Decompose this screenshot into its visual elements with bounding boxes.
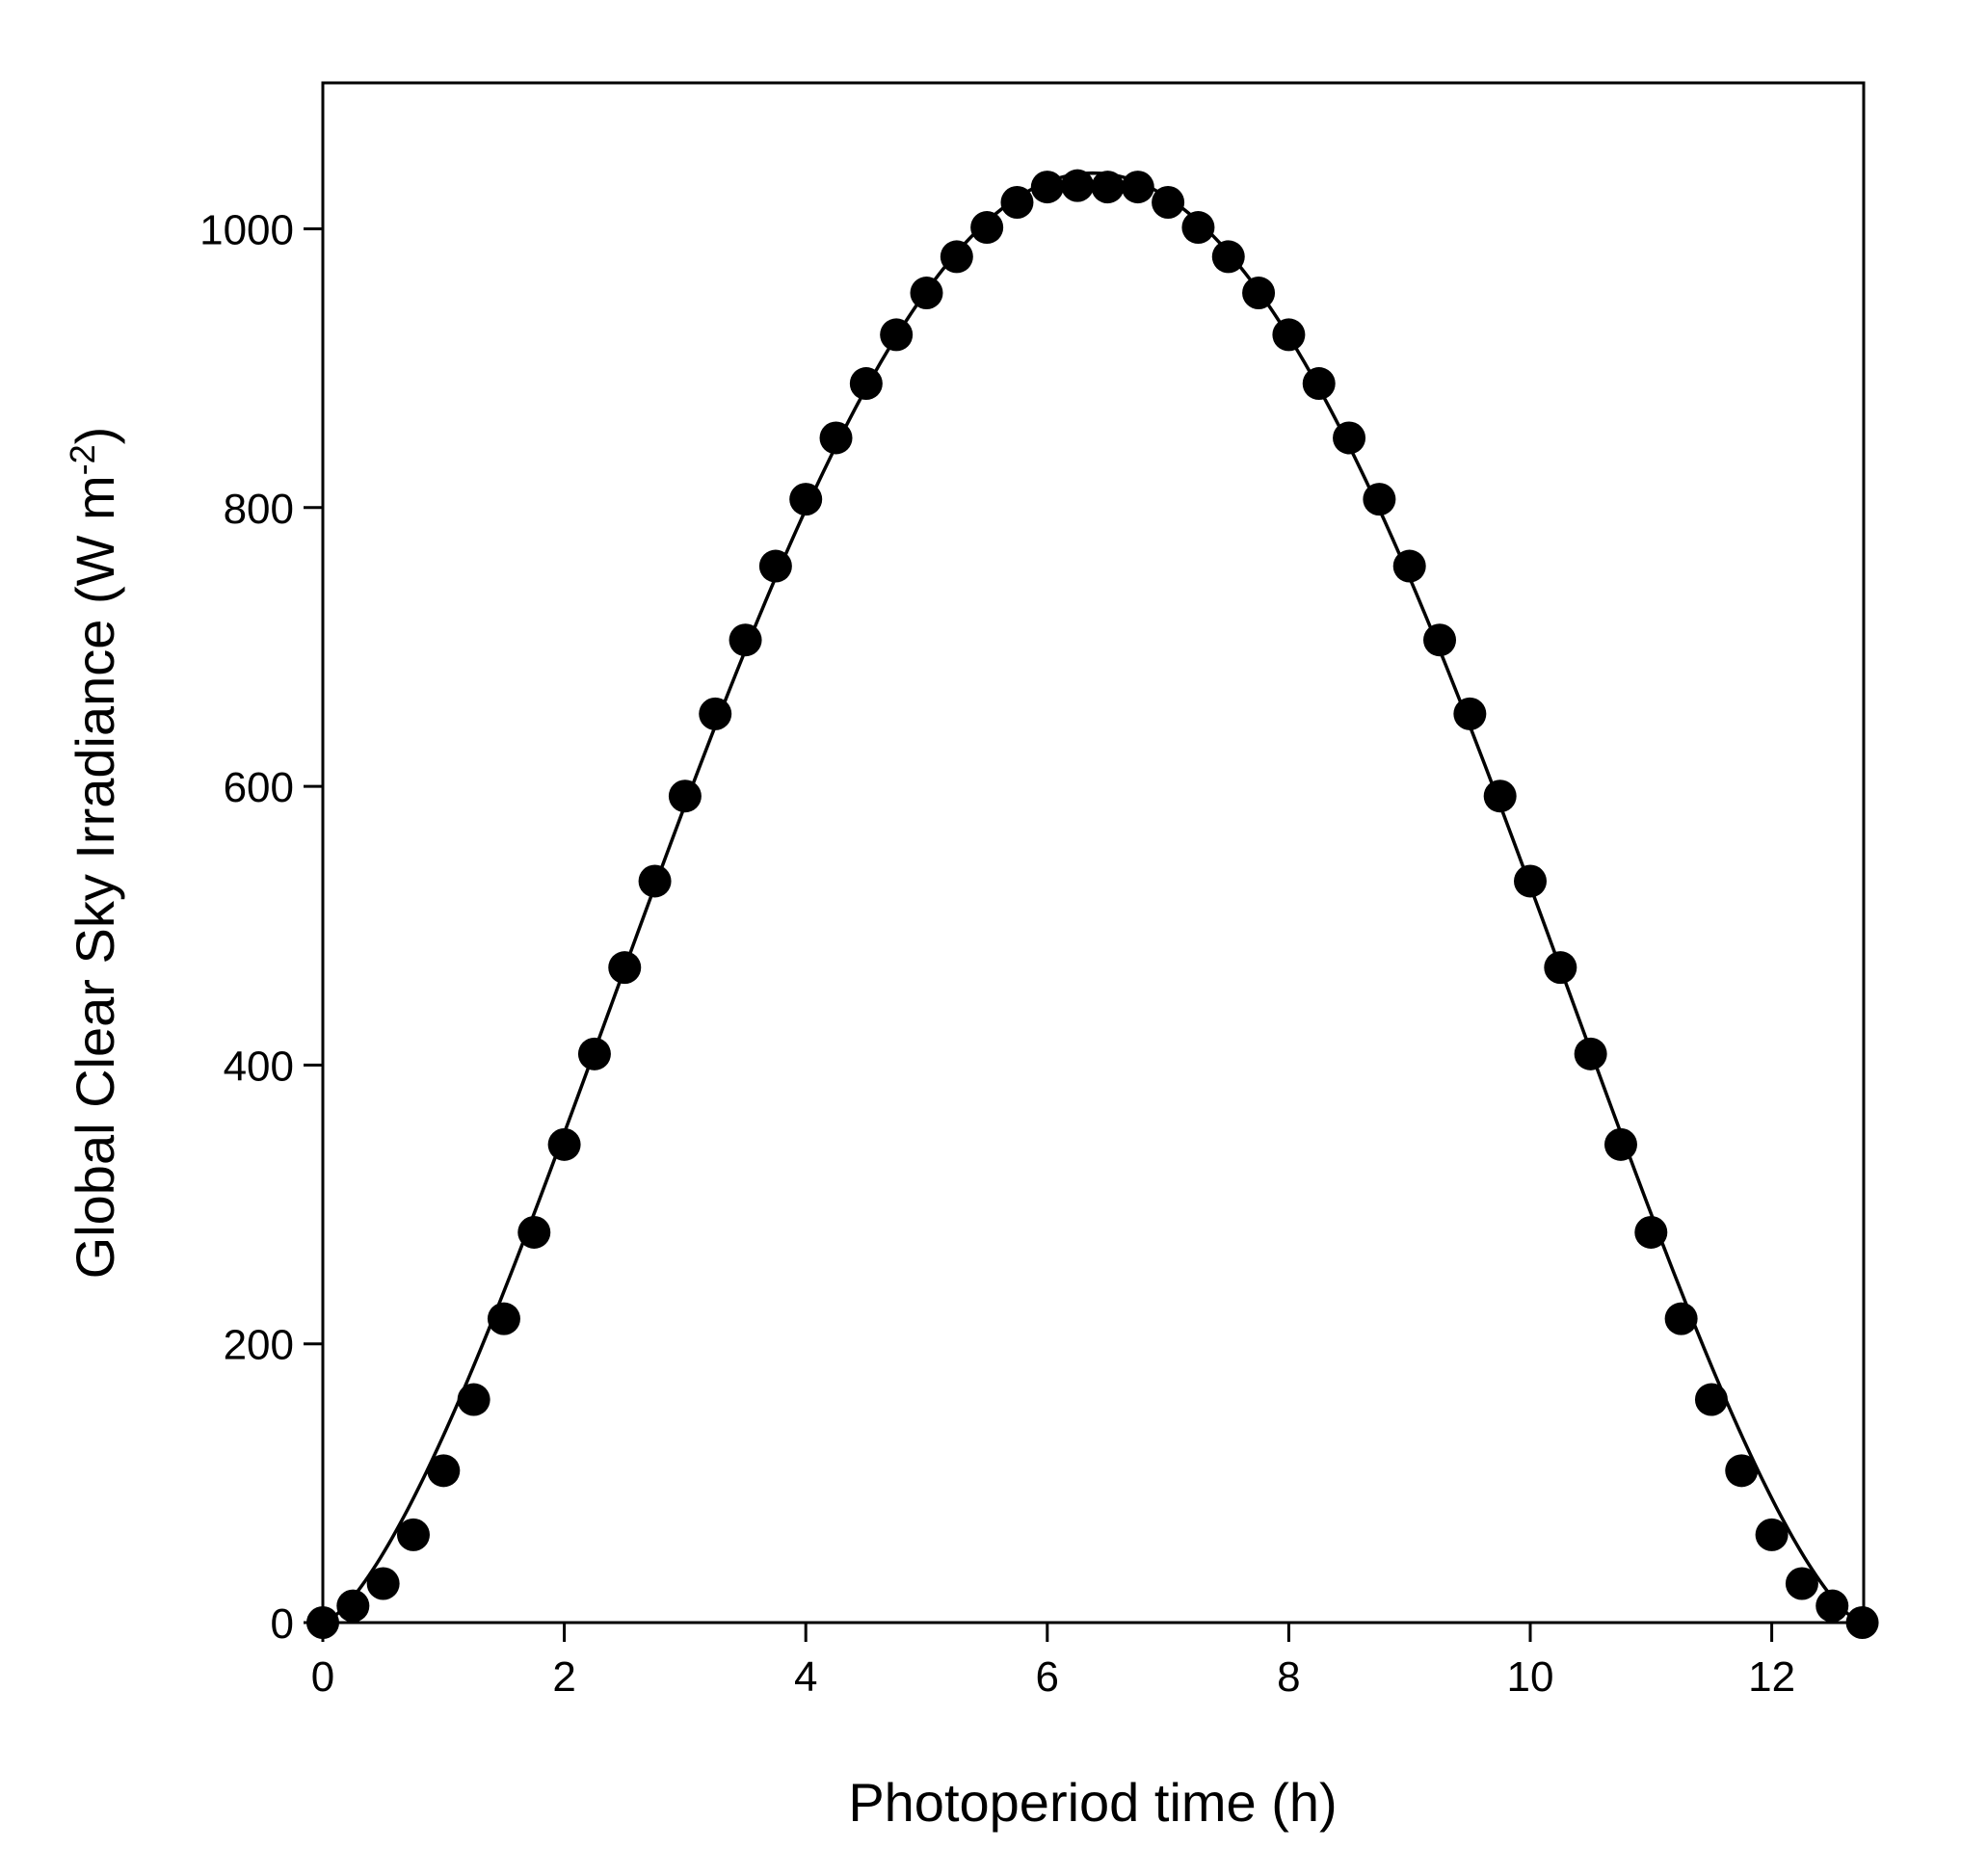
data-point (668, 779, 702, 813)
data-point (970, 211, 1004, 245)
data-point (1242, 277, 1276, 310)
data-point (1755, 1518, 1789, 1551)
x-axis-title: Photoperiod time (h) (848, 1772, 1337, 1833)
data-point (1030, 171, 1064, 204)
data-point (699, 697, 732, 730)
data-point (1423, 623, 1457, 657)
data-point (366, 1567, 400, 1600)
x-tick-label: 6 (1036, 1653, 1059, 1701)
data-point (758, 549, 792, 583)
data-point (1333, 421, 1366, 455)
data-point (1302, 367, 1336, 401)
x-axis-ticks: 0 2 4 6 8 10 12 (311, 1623, 1795, 1701)
x-tick-label: 8 (1277, 1653, 1300, 1701)
data-point (1061, 169, 1095, 202)
data-point (608, 951, 642, 985)
y-tick-label: 600 (224, 764, 294, 811)
fitted-curve (322, 171, 1864, 1625)
y-tick-label: 400 (224, 1043, 294, 1090)
data-point (1574, 1037, 1607, 1070)
y-axis-ticks: 0 200 400 600 800 1000 (199, 207, 323, 1648)
data-points (306, 169, 1879, 1639)
data-point (1152, 186, 1185, 220)
data-point (457, 1383, 490, 1416)
y-axis-title-close: ) (65, 427, 125, 445)
data-point (819, 421, 853, 455)
data-point (1694, 1383, 1728, 1416)
y-axis-title: Global Clear Sky Irradiance (W m-2) (63, 427, 125, 1280)
data-point (1181, 211, 1215, 245)
data-point (1121, 171, 1154, 204)
data-point (1664, 1302, 1698, 1335)
x-tick-label: 0 (311, 1653, 334, 1701)
data-point (1634, 1215, 1668, 1249)
data-point (1514, 864, 1547, 898)
data-point (1211, 240, 1245, 274)
data-point (789, 483, 823, 516)
data-point (306, 1606, 339, 1639)
plot-frame (321, 81, 1866, 1625)
x-tick-label: 10 (1507, 1653, 1554, 1701)
data-point (1845, 1606, 1879, 1639)
data-point (396, 1518, 430, 1551)
data-point (1815, 1589, 1849, 1623)
data-point (1091, 171, 1125, 204)
data-point (638, 864, 672, 898)
data-point (517, 1215, 551, 1249)
data-point (880, 318, 914, 352)
y-axis-title-main: Global Clear Sky Irradiance (W m (65, 475, 125, 1279)
data-point (1363, 483, 1396, 516)
data-point (336, 1589, 370, 1623)
data-point (1725, 1454, 1759, 1488)
data-point (1453, 697, 1487, 730)
data-point (1544, 951, 1577, 985)
y-axis-title-superscript: -2 (63, 444, 102, 475)
x-tick-label: 4 (794, 1653, 817, 1701)
data-point (1392, 549, 1426, 583)
data-point (427, 1454, 461, 1488)
x-tick-label: 2 (552, 1653, 575, 1701)
data-point (1483, 779, 1517, 813)
data-point (487, 1302, 520, 1335)
data-point (1000, 186, 1034, 220)
y-tick-label: 1000 (199, 207, 294, 254)
data-point (547, 1127, 581, 1161)
data-point (577, 1037, 611, 1070)
data-point (729, 623, 762, 657)
data-point (910, 277, 943, 310)
y-tick-label: 0 (271, 1600, 294, 1648)
x-tick-label: 12 (1748, 1653, 1795, 1701)
y-tick-label: 800 (224, 486, 294, 533)
y-tick-label: 200 (224, 1322, 294, 1369)
data-point (1272, 318, 1306, 352)
data-point (1785, 1567, 1818, 1600)
data-point (849, 367, 883, 401)
data-point (940, 240, 973, 274)
data-point (1603, 1127, 1637, 1161)
